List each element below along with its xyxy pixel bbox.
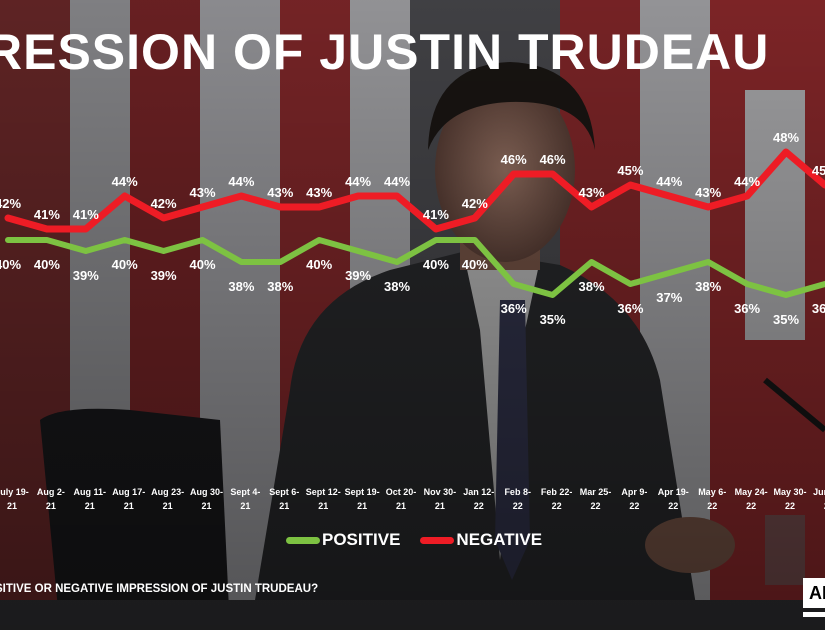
data-label-negative: 42%	[151, 196, 177, 211]
x-tick-label: Sept 6-21	[269, 487, 299, 511]
data-label-positive: 40%	[189, 257, 215, 272]
x-tick-label: May 30-22	[773, 487, 806, 511]
data-label-positive: 38%	[228, 279, 254, 294]
data-label-negative: 44%	[656, 174, 682, 189]
x-tick-label: June 8-22	[813, 487, 825, 511]
data-label-negative: 48%	[773, 130, 799, 145]
x-tick-label: Sept 19-21	[345, 487, 380, 511]
data-label-positive: 38%	[695, 279, 721, 294]
x-tick-label: May 24-22	[735, 487, 768, 511]
data-label-positive: 40%	[112, 257, 138, 272]
legend-swatch-negative	[420, 536, 455, 544]
series-line-positive	[5, 237, 825, 298]
data-label-negative: 44%	[228, 174, 254, 189]
data-label-positive: 36%	[501, 301, 527, 316]
data-label-positive: 40%	[462, 257, 488, 272]
survey-question: SITIVE OR NEGATIVE IMPRESSION OF JUSTIN …	[0, 583, 319, 595]
data-label-positive: 36%	[734, 301, 760, 316]
legend-item-negative: NEGATIVE	[420, 530, 542, 550]
data-label-negative: 41%	[34, 207, 60, 222]
data-label-negative: 44%	[734, 174, 760, 189]
x-tick-label: May 6-22	[698, 487, 726, 511]
x-tick-label: Aug 17-21	[112, 487, 145, 511]
x-tick-label: Feb 22-22	[541, 487, 573, 511]
x-tick-label: Mar 25-22	[580, 487, 612, 511]
data-label-positive: 39%	[151, 268, 177, 283]
data-label-positive: 38%	[384, 279, 410, 294]
data-label-negative: 43%	[267, 185, 293, 200]
data-label-negative: 44%	[384, 174, 410, 189]
series-line-negative	[4, 148, 825, 233]
data-label-negative: 43%	[189, 185, 215, 200]
data-label-negative: 43%	[695, 185, 721, 200]
data-label-negative: 43%	[578, 185, 604, 200]
data-label-negative: 46%	[501, 152, 527, 167]
legend-label-negative: NEGATIVE	[456, 530, 543, 549]
legend-item-positive: POSITIVE	[286, 530, 400, 550]
x-tick-label: Jan 12-22	[463, 487, 494, 511]
data-label-negative: 45%	[617, 163, 643, 178]
x-tick-label: Apr 19-22	[658, 487, 689, 511]
data-label-negative: 41%	[423, 207, 449, 222]
x-tick-label: Nov 30-21	[424, 487, 457, 511]
x-tick-label: Aug 11-21	[74, 487, 107, 511]
data-label-positive: 40%	[34, 257, 60, 272]
x-tick-label: Oct 20-21	[386, 487, 417, 511]
data-label-negative: 42%	[462, 196, 488, 211]
data-label-negative: 43%	[306, 185, 332, 200]
data-label-positive: 39%	[345, 268, 371, 283]
data-label-positive: 36%	[812, 301, 825, 316]
x-tick-label: Aug 30-21	[190, 487, 223, 511]
data-label-negative: 44%	[112, 174, 138, 189]
x-tick-label: Sept 4-21	[230, 487, 260, 511]
x-tick-label: Aug 2-21	[37, 487, 65, 511]
data-label-positive: 35%	[540, 312, 566, 327]
data-label-positive: 38%	[267, 279, 293, 294]
brand-logo-bar	[803, 612, 825, 617]
data-label-positive: 35%	[773, 312, 799, 327]
data-label-negative: 45%	[812, 163, 825, 178]
data-label-negative: 42%	[0, 196, 21, 211]
data-label-negative: 44%	[345, 174, 371, 189]
data-label-positive: 38%	[578, 279, 604, 294]
x-tick-label: Aug 23-21	[151, 487, 184, 511]
data-label-negative: 46%	[540, 152, 566, 167]
x-tick-label: Feb 8-22	[504, 487, 531, 511]
page-title: RESSION OF JUSTIN TRUDEAU	[0, 24, 770, 80]
data-label-positive: 36%	[617, 301, 643, 316]
brand-logo: AI	[803, 578, 825, 608]
x-tick-label: Sept 12-21	[306, 487, 341, 511]
data-label-positive: 40%	[0, 257, 21, 272]
data-label-positive: 40%	[306, 257, 332, 272]
legend-label-positive: POSITIVE	[322, 530, 401, 549]
chart-legend: POSITIVE NEGATIVE	[286, 530, 552, 550]
x-tick-label: Apr 9-22	[621, 487, 647, 511]
data-label-positive: 37%	[656, 290, 682, 305]
legend-swatch-positive	[286, 536, 320, 544]
data-label-negative: 41%	[73, 207, 99, 222]
data-label-positive: 40%	[423, 257, 449, 272]
x-tick-label: July 19-21	[0, 487, 29, 511]
data-label-positive: 39%	[73, 268, 99, 283]
